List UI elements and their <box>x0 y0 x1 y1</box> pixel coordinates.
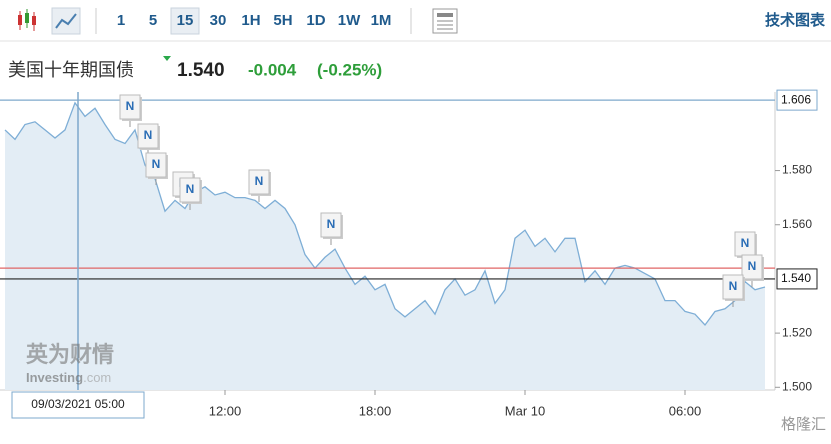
change-percent: (-0.25%) <box>317 60 382 79</box>
price-line <box>4 101 766 327</box>
price-label-box <box>776 89 818 111</box>
news-label: N <box>729 279 738 293</box>
timeframe-button[interactable]: 1D <box>306 12 325 29</box>
timeframe-button[interactable]: 15 <box>177 12 194 29</box>
timeframe-button[interactable]: 5H <box>273 12 292 29</box>
news-box <box>145 152 167 178</box>
change: -0.004 <box>248 60 297 79</box>
news-box <box>179 177 201 203</box>
x-tick-label: 12:00 <box>209 403 242 418</box>
news-box <box>741 254 763 280</box>
news-box <box>119 94 141 120</box>
timeframe-button[interactable]: 1W <box>338 12 361 29</box>
news-box <box>137 123 159 149</box>
news-box <box>320 212 342 238</box>
news-label: N <box>748 259 757 273</box>
y-tick-label: 1.560 <box>782 217 812 231</box>
technical-chart-link[interactable]: 技术图表 <box>765 11 826 29</box>
news-label: N <box>126 99 135 113</box>
header: 美国十年期国债 1.540 -0.004 (-0.25%) <box>8 56 382 81</box>
news-box <box>248 169 270 195</box>
crosshair-label-box <box>11 391 145 419</box>
candle-icon[interactable] <box>18 9 36 31</box>
instrument-name: 美国十年期国债 <box>8 60 134 80</box>
news-marker[interactable]: N <box>320 212 343 245</box>
timeframe-button[interactable]: 1M <box>371 12 392 29</box>
settings-icon[interactable] <box>432 8 458 34</box>
area-fill <box>5 102 765 390</box>
news-marker[interactable]: N <box>119 94 142 127</box>
news-marker[interactable]: N <box>137 123 160 156</box>
news-marker[interactable]: N <box>734 231 757 264</box>
news-marker[interactable]: N <box>145 152 168 185</box>
corner-watermark: 格隆汇 <box>781 416 826 433</box>
timeframe-button[interactable]: 30 <box>210 12 227 29</box>
x-tick-label: 06:00 <box>669 403 702 418</box>
up-icon <box>163 56 171 61</box>
x-tick-label: Mar 10 <box>505 403 545 418</box>
timeframe-button[interactable]: 1 <box>117 12 125 29</box>
news-marker[interactable]: N <box>179 177 202 210</box>
news-marker[interactable]: N <box>741 254 764 287</box>
crosshair-label: 09/03/2021 05:00 <box>31 397 125 411</box>
news-marker[interactable]: N <box>248 169 271 202</box>
watermark: 英为财情 Investing.com <box>26 342 114 386</box>
y-tick-label: 1.520 <box>782 325 812 339</box>
x-tick-label: 18:00 <box>359 403 392 418</box>
news-marker[interactable]: N <box>722 274 745 307</box>
watermark-en: Investing.com <box>26 370 111 385</box>
timeframe-button[interactable]: 1H <box>241 12 260 29</box>
price-label: 1.540 <box>781 271 811 285</box>
y-tick-label: 1.500 <box>782 379 812 393</box>
toolbar: 技术图表 1 5 15 30 1H 5H 1D 1W 1M <box>18 7 826 35</box>
news-label: N <box>186 182 195 196</box>
news-label: N <box>152 157 161 171</box>
plot: 1.500 1.520 1.560 1.580 12:00 18:00 Mar 10 06:0… <box>0 89 818 419</box>
watermark-brand: Investing <box>26 370 83 385</box>
line-icon[interactable] <box>51 7 81 35</box>
news-label: N <box>255 174 264 188</box>
price: 1.540 <box>177 60 225 81</box>
y-tick-label: 1.580 <box>782 163 812 177</box>
news-label: N <box>144 128 153 142</box>
watermark-domain: .com <box>83 370 111 385</box>
active-timeframe-bg <box>170 7 200 35</box>
timeframe-button[interactable]: 5 <box>149 12 157 29</box>
news-label: N <box>327 217 336 231</box>
price-label: 1.606 <box>781 92 811 106</box>
news-box <box>722 274 744 300</box>
watermark-cn: 英为财情 <box>26 342 114 367</box>
news-label: N <box>741 236 750 250</box>
price-label-box <box>776 268 818 290</box>
